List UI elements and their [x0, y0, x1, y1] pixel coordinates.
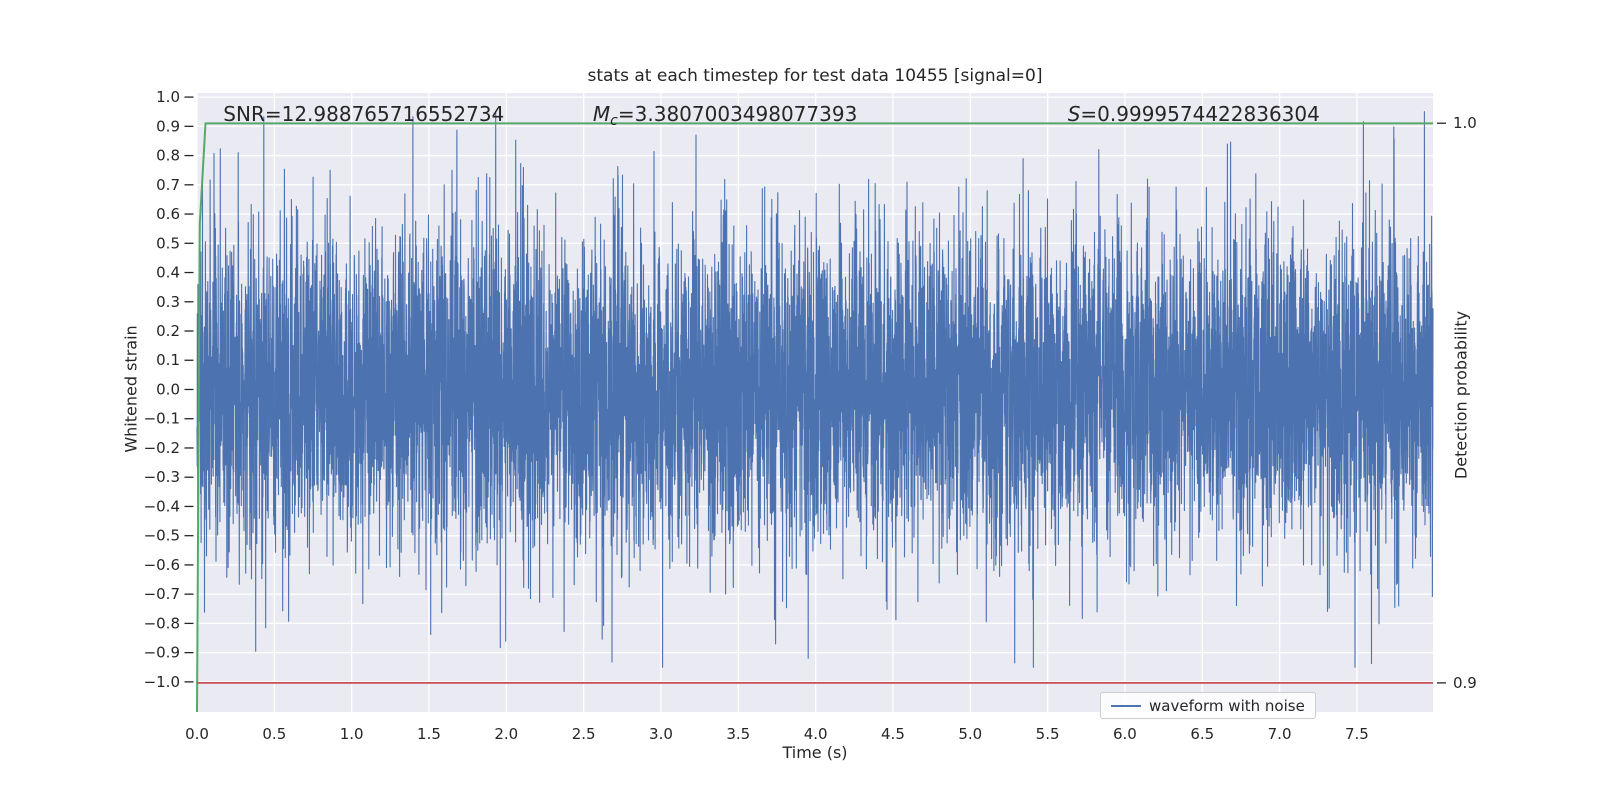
stat-annotation: Mc=3.3807003498077393	[593, 102, 857, 129]
tick-label-y-left: 0.1	[156, 351, 180, 369]
tick-label-y-left: −0.5	[144, 527, 180, 545]
legend-label: waveform with noise	[1149, 696, 1305, 715]
tick-label-y-left: −0.1	[144, 410, 180, 428]
tick-label-y-left: −0.9	[144, 644, 180, 662]
tick-label-x: 3.0	[649, 725, 673, 743]
tick-label-y-right: 0.9	[1453, 674, 1477, 692]
tick-label-y-left: 0.9	[156, 117, 180, 135]
tick-label-x: 1.5	[417, 725, 441, 743]
x-axis-label: Time (s)	[782, 743, 848, 762]
chart-title: stats at each timestep for test data 104…	[587, 66, 1043, 86]
tick-label-x: 4.0	[804, 725, 828, 743]
tick-label-x: 0.5	[262, 725, 286, 743]
tick-label-y-left: −0.6	[144, 556, 180, 574]
tick-label-x: 0.0	[185, 725, 209, 743]
tick-label-y-left: −0.4	[144, 497, 180, 515]
tick-label-y-left: −0.3	[144, 468, 180, 486]
tick-label-x: 3.5	[726, 725, 750, 743]
tick-label-y-left: 0.0	[156, 380, 180, 398]
tick-label-x: 4.5	[881, 725, 905, 743]
tick-label-y-left: −0.7	[144, 585, 180, 603]
y-axis-label-right: Detection probability	[1451, 310, 1471, 480]
tick-label-x: 6.5	[1190, 725, 1214, 743]
tick-label-x: 2.0	[494, 725, 518, 743]
tick-label-y-left: 0.7	[156, 176, 180, 194]
tick-label-x: 5.5	[1036, 725, 1060, 743]
tick-label-y-left: −0.8	[144, 614, 180, 632]
waveform-with-noise-line	[196, 111, 1434, 668]
tick-label-y-left: 0.4	[156, 264, 180, 282]
y-axis-label-left: Whitened strain	[121, 325, 141, 453]
stat-annotation: SNR=12.988765716552734	[223, 102, 504, 126]
tick-label-x: 6.0	[1113, 725, 1137, 743]
tick-label-y-left: 0.5	[156, 234, 180, 252]
tick-label-y-left: −0.2	[144, 439, 180, 457]
tick-label-y-left: 0.3	[156, 293, 180, 311]
tick-label-y-left: −1.0	[144, 673, 180, 691]
legend-line-swatch	[1111, 704, 1141, 707]
stat-annotation: S=0.9999574422836304	[1068, 102, 1320, 126]
detection-probability-line	[196, 122, 1433, 713]
tick-label-y-left: 0.8	[156, 147, 180, 165]
tick-label-x: 5.0	[958, 725, 982, 743]
tick-label-y-left: 0.2	[156, 322, 180, 340]
tick-label-y-left: 1.0	[156, 88, 180, 106]
tick-label-x: 1.0	[340, 725, 364, 743]
legend: waveform with noise	[1100, 692, 1316, 719]
tick-label-x: 2.5	[572, 725, 596, 743]
tick-label-y-left: 0.6	[156, 205, 180, 223]
tick-label-x: 7.5	[1345, 725, 1369, 743]
tick-label-x: 7.0	[1268, 725, 1292, 743]
tick-label-y-right: 1.0	[1453, 114, 1477, 132]
